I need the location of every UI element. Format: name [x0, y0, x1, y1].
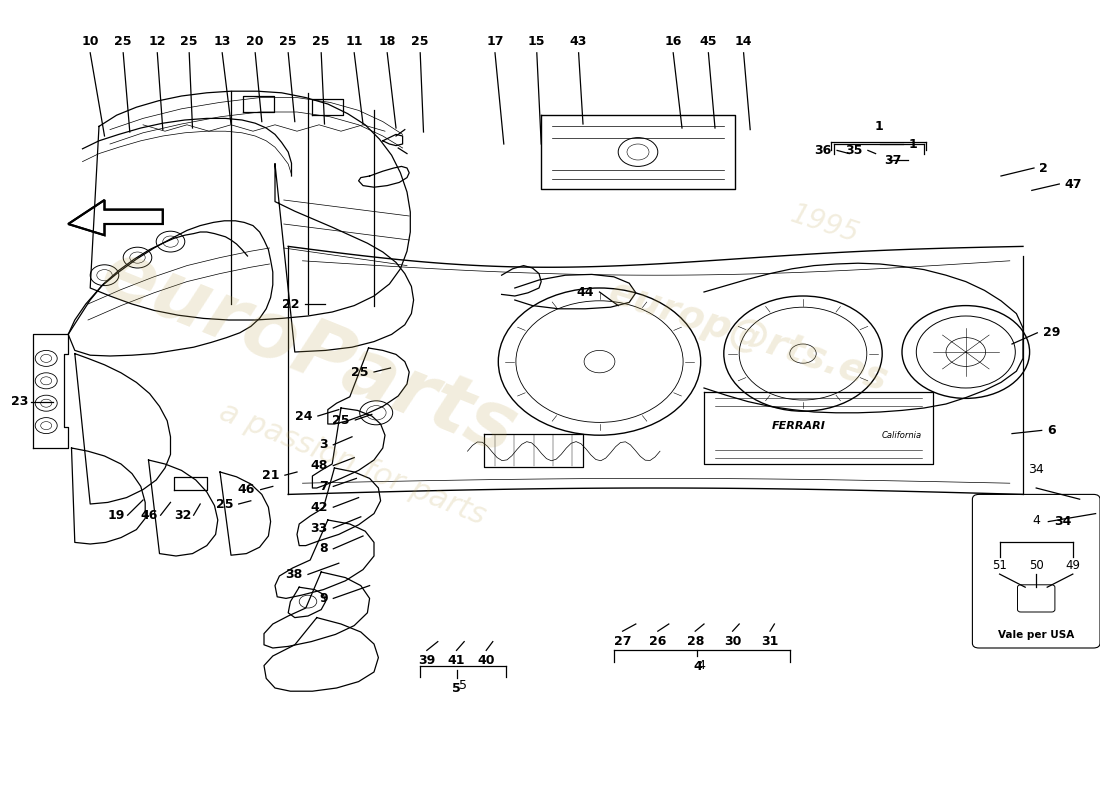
Text: 17: 17 — [486, 35, 504, 48]
Text: 18: 18 — [378, 35, 396, 48]
Text: 40: 40 — [477, 654, 495, 667]
Text: 24: 24 — [295, 410, 312, 422]
Text: California: California — [882, 430, 922, 440]
Text: 6: 6 — [1047, 424, 1056, 437]
Text: 31: 31 — [761, 635, 779, 648]
Text: 32: 32 — [174, 509, 191, 522]
Text: 34: 34 — [1028, 463, 1044, 476]
Text: 1: 1 — [874, 120, 883, 133]
Text: 25: 25 — [312, 35, 330, 48]
Text: 42: 42 — [310, 501, 328, 514]
Text: 25: 25 — [351, 366, 369, 378]
Text: 28: 28 — [686, 635, 704, 648]
Text: 20: 20 — [246, 35, 264, 48]
Text: 4: 4 — [693, 660, 702, 673]
Text: 48: 48 — [310, 459, 328, 472]
Text: 25: 25 — [332, 414, 350, 426]
Text: 4: 4 — [1032, 514, 1041, 527]
Text: 39: 39 — [418, 654, 436, 667]
Text: 30: 30 — [724, 635, 741, 648]
Text: 44: 44 — [576, 286, 594, 298]
Text: 27: 27 — [614, 635, 631, 648]
Text: 34: 34 — [1054, 515, 1071, 528]
Text: 7: 7 — [319, 480, 328, 493]
Text: 25: 25 — [180, 35, 198, 48]
Text: 13: 13 — [213, 35, 231, 48]
Text: 1: 1 — [909, 138, 917, 150]
Text: 1995: 1995 — [788, 200, 862, 248]
Text: 45: 45 — [700, 35, 717, 48]
Text: 9: 9 — [319, 592, 328, 605]
Text: 12: 12 — [148, 35, 166, 48]
Text: 47: 47 — [1065, 178, 1082, 190]
Text: 41: 41 — [448, 654, 465, 667]
Text: 35: 35 — [845, 144, 862, 157]
Text: 25: 25 — [216, 498, 233, 510]
Text: 21: 21 — [262, 469, 279, 482]
Text: 38: 38 — [285, 568, 303, 581]
Text: 14: 14 — [735, 35, 752, 48]
Text: 19: 19 — [108, 509, 125, 522]
Text: 43: 43 — [570, 35, 587, 48]
Text: a passion for parts: a passion for parts — [214, 398, 490, 530]
Text: 2: 2 — [1040, 162, 1048, 174]
Text: 33: 33 — [310, 522, 328, 534]
Text: 29: 29 — [1043, 326, 1060, 339]
Text: 4: 4 — [697, 659, 706, 672]
Text: 51: 51 — [992, 559, 1007, 572]
Text: 8: 8 — [319, 542, 328, 555]
Text: 23: 23 — [11, 395, 29, 408]
Text: 11: 11 — [345, 35, 363, 48]
Text: 10: 10 — [81, 35, 99, 48]
Text: FERRARI: FERRARI — [772, 421, 825, 430]
Text: 3: 3 — [319, 438, 328, 451]
Text: 5: 5 — [452, 682, 461, 694]
FancyBboxPatch shape — [972, 494, 1100, 648]
Text: euroParts: euroParts — [89, 233, 527, 471]
Text: 26: 26 — [649, 635, 667, 648]
Text: 50: 50 — [1028, 559, 1044, 572]
Text: 49: 49 — [1065, 559, 1080, 572]
Text: Vale per USA: Vale per USA — [998, 630, 1075, 640]
Text: 15: 15 — [528, 35, 546, 48]
Text: 5: 5 — [459, 679, 468, 692]
Text: 46: 46 — [238, 483, 255, 496]
Text: 36: 36 — [814, 144, 832, 157]
Text: 37: 37 — [884, 154, 902, 166]
Text: 16: 16 — [664, 35, 682, 48]
Text: 25: 25 — [411, 35, 429, 48]
Text: 46: 46 — [141, 509, 158, 522]
Text: 25: 25 — [114, 35, 132, 48]
Text: 22: 22 — [282, 298, 299, 310]
Text: 25: 25 — [279, 35, 297, 48]
Text: europ@rts.es: europ@rts.es — [604, 273, 892, 399]
